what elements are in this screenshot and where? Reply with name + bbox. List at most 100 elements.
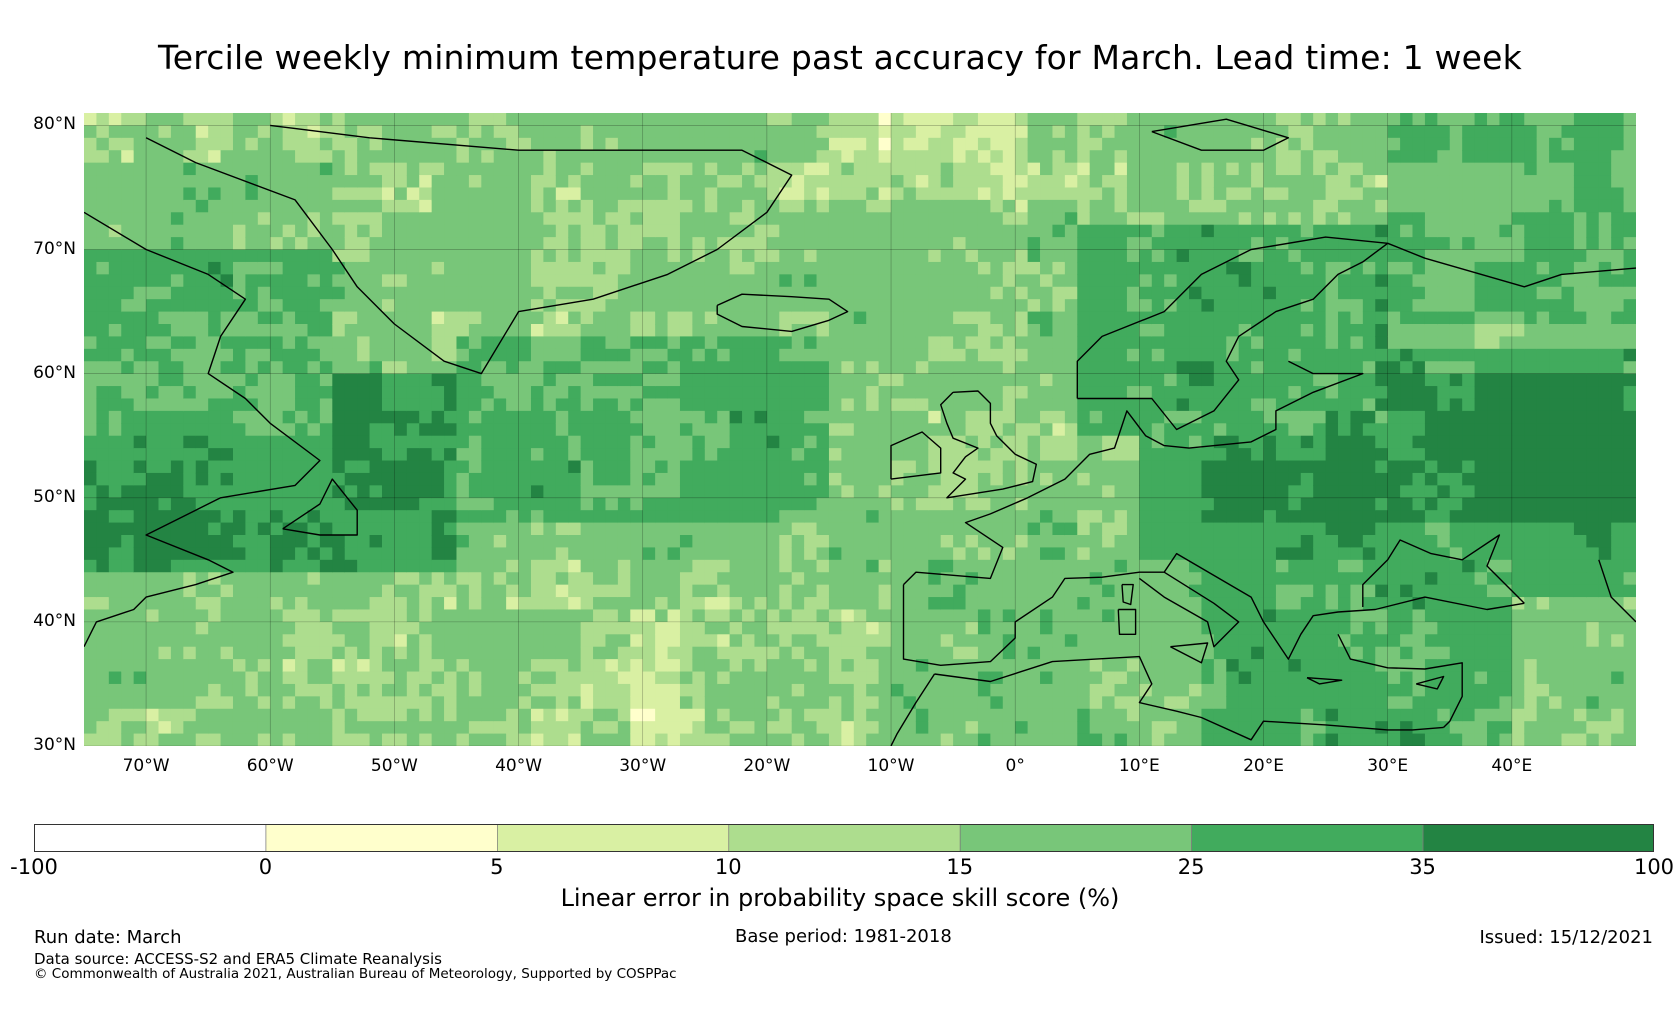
skill-cell <box>630 299 644 313</box>
skill-cell <box>742 125 756 139</box>
skill-cell <box>1263 187 1277 201</box>
skill-cell <box>1040 137 1054 151</box>
skill-cell <box>1151 361 1165 375</box>
skill-cell <box>96 733 110 746</box>
skill-cell <box>1114 299 1128 313</box>
skill-cell <box>369 609 383 623</box>
skill-cell <box>928 348 942 362</box>
skill-cell <box>804 125 818 139</box>
skill-cell <box>307 336 321 350</box>
skill-cell <box>1189 683 1203 697</box>
skill-cell <box>1151 522 1165 536</box>
skill-cell <box>543 683 557 697</box>
skill-cell <box>816 373 830 387</box>
skill-cell <box>717 460 731 474</box>
skill-cell <box>580 460 594 474</box>
skill-cell <box>729 150 743 164</box>
skill-cell <box>1015 460 1029 474</box>
skill-cell <box>506 485 520 499</box>
skill-cell <box>617 361 631 375</box>
skill-cell <box>679 386 693 400</box>
skill-cell <box>1015 621 1029 635</box>
skill-cell <box>679 435 693 449</box>
skill-cell <box>170 175 184 189</box>
skill-cell <box>1251 597 1265 611</box>
skill-cell <box>506 373 520 387</box>
skill-cell <box>270 510 284 524</box>
skill-cell <box>791 299 805 313</box>
skill-cell <box>1176 199 1190 213</box>
skill-cell <box>406 460 420 474</box>
skill-cell <box>84 435 98 449</box>
skill-cell <box>617 634 631 648</box>
skill-cell <box>704 398 718 412</box>
skill-cell <box>493 559 507 573</box>
skill-cell <box>220 361 234 375</box>
skill-cell <box>903 311 917 325</box>
skill-cell <box>729 237 743 251</box>
skill-cell <box>617 137 631 151</box>
skill-cell <box>208 175 222 189</box>
skill-cell <box>530 535 544 549</box>
skill-cell <box>381 113 395 127</box>
skill-cell <box>853 386 867 400</box>
skill-cell <box>692 199 706 213</box>
skill-cell <box>1089 448 1103 462</box>
skill-cell <box>232 733 247 746</box>
skill-cell <box>431 547 445 561</box>
skill-cell <box>108 510 122 524</box>
skill-cell <box>282 237 296 251</box>
skill-cell <box>754 137 768 151</box>
skill-cell <box>828 348 842 362</box>
skill-cell <box>468 224 482 238</box>
skill-cell <box>493 472 507 486</box>
skill-cell <box>1052 423 1066 437</box>
skill-cell <box>170 224 184 238</box>
skill-cell <box>853 261 867 275</box>
skill-cell <box>1164 249 1178 263</box>
skill-cell <box>431 460 445 474</box>
skill-cell <box>146 497 160 511</box>
skill-cell <box>1002 721 1016 735</box>
skill-cell <box>766 423 780 437</box>
skill-cell <box>170 311 184 325</box>
skill-cell <box>940 386 954 400</box>
skill-cell <box>344 696 358 710</box>
skill-cell <box>965 733 979 746</box>
skill-cell <box>146 261 160 275</box>
skill-cell <box>456 324 470 338</box>
skill-cell <box>953 423 967 437</box>
skill-cell <box>357 175 371 189</box>
skill-cell <box>1040 237 1054 251</box>
skill-cell <box>468 237 482 251</box>
skill-cell <box>841 522 855 536</box>
skill-cell <box>828 572 842 586</box>
skill-cell <box>729 547 743 561</box>
skill-cell <box>915 249 929 263</box>
skill-cell <box>1213 733 1227 746</box>
skill-cell <box>468 175 482 189</box>
skill-cell <box>381 199 395 213</box>
skill-cell <box>828 212 842 226</box>
skill-cell <box>580 386 594 400</box>
skill-cell <box>1114 212 1128 226</box>
skill-cell <box>1089 423 1103 437</box>
skill-cell <box>940 249 954 263</box>
skill-cell <box>816 113 830 127</box>
skill-cell <box>493 348 507 362</box>
skill-cell <box>555 113 569 127</box>
skill-cell <box>307 472 321 486</box>
skill-cell <box>419 361 433 375</box>
skill-cell <box>1201 410 1215 424</box>
skill-cell <box>1102 336 1116 350</box>
skill-cell <box>319 708 333 722</box>
skill-cell <box>990 249 1004 263</box>
skill-cell <box>679 472 693 486</box>
skill-cell <box>717 584 731 598</box>
skill-cell <box>1064 199 1078 213</box>
skill-cell <box>853 410 867 424</box>
skill-cell <box>1102 621 1116 635</box>
skill-cell <box>816 559 830 573</box>
skill-cell <box>754 597 768 611</box>
skill-cell <box>468 423 482 437</box>
